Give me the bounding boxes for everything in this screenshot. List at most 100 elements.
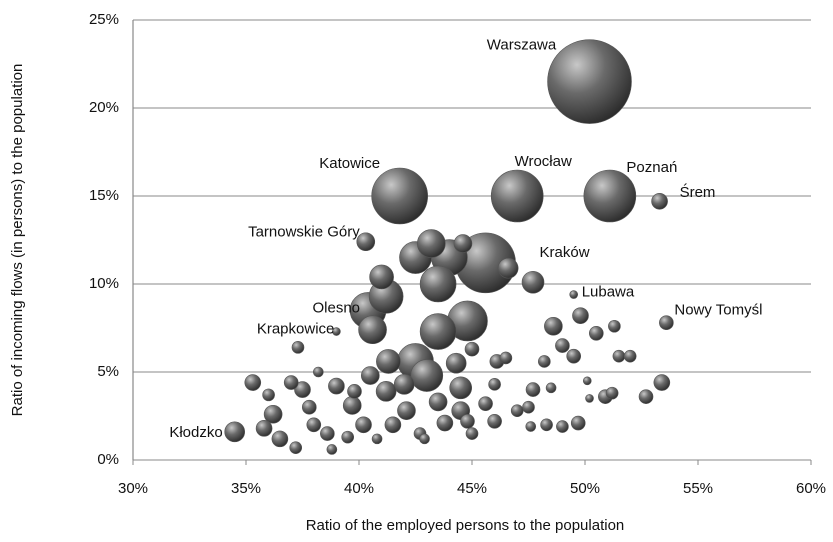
bubble <box>294 381 311 398</box>
bubble-label: Lubawa <box>582 284 635 301</box>
bubble-label: Wrocław <box>515 153 572 170</box>
bubble <box>453 234 473 253</box>
bubble <box>445 352 467 374</box>
bubble-label: Śrem <box>680 183 716 201</box>
bubble-label: Poznań <box>626 159 677 176</box>
bubble <box>545 382 557 394</box>
bubble <box>510 404 524 418</box>
bubble <box>360 366 380 385</box>
bubble <box>588 325 604 341</box>
bubble <box>605 386 619 400</box>
x-tick-label: 50% <box>570 480 600 497</box>
bubble <box>570 415 586 431</box>
x-tick-label: 60% <box>796 480 826 497</box>
bubble <box>540 418 553 432</box>
bubble-label: Tarnowskie Góry <box>248 224 360 241</box>
bubble <box>653 374 671 391</box>
bubble-label: Nowy Tomyśl <box>674 302 762 319</box>
bubble <box>556 420 569 433</box>
bubble <box>487 413 502 429</box>
bubble <box>397 401 416 421</box>
bubble <box>525 382 541 397</box>
x-tick-label: 40% <box>344 480 374 497</box>
y-tick-label: 20% <box>89 99 119 116</box>
bubble <box>478 396 493 411</box>
bubble-label: Katowice <box>319 155 380 172</box>
bubble <box>371 167 428 225</box>
bubble-label: Krapkowice <box>257 320 335 337</box>
y-tick-label: 15% <box>89 187 119 204</box>
bubble <box>355 416 372 434</box>
y-tick-label: 25% <box>89 11 119 28</box>
bubble <box>371 433 383 445</box>
bubble <box>306 417 322 433</box>
x-axis-title: Ratio of the employed persons to the pop… <box>306 517 625 534</box>
bubble <box>428 392 448 412</box>
y-axis-title: Ratio of incoming flows (in persons) to … <box>9 64 26 417</box>
bubble <box>263 404 283 424</box>
bubble <box>419 433 430 445</box>
bubble <box>449 376 473 400</box>
x-tick-label: 55% <box>683 480 713 497</box>
bubble <box>612 349 626 363</box>
bubble <box>419 265 457 303</box>
bubble <box>569 290 579 299</box>
bubble <box>522 400 535 414</box>
bubble <box>291 341 305 354</box>
bubble <box>608 319 621 333</box>
y-tick-label: 5% <box>97 363 119 380</box>
bubble <box>488 378 501 391</box>
x-tick-label: 45% <box>457 480 487 497</box>
bubble <box>313 366 324 378</box>
bubble <box>301 399 317 415</box>
bubble <box>224 421 245 443</box>
bubble <box>244 374 262 391</box>
bubble <box>572 307 589 324</box>
bubble <box>320 426 335 441</box>
bubble <box>342 396 362 415</box>
bubble <box>585 394 594 403</box>
bubble <box>638 389 654 404</box>
bubble-label: Olesno <box>313 299 361 316</box>
bubble <box>369 264 394 290</box>
bubble <box>376 349 401 374</box>
bubble <box>460 413 475 429</box>
bubble <box>555 338 570 353</box>
bubble <box>283 375 299 390</box>
bubble <box>375 381 397 402</box>
bubble <box>525 421 537 432</box>
bubble <box>464 341 480 357</box>
bubble <box>583 169 637 223</box>
bubble <box>326 444 338 455</box>
bubble <box>358 315 387 345</box>
bubble <box>289 441 303 454</box>
bubble <box>659 315 674 331</box>
bubble <box>538 355 551 368</box>
bubble <box>341 430 355 444</box>
bubble-label: Kłodzko <box>169 424 222 441</box>
bubble <box>255 420 273 437</box>
x-tick-label: 30% <box>118 480 148 497</box>
bubble <box>547 39 632 124</box>
bubble <box>332 327 341 336</box>
bubble <box>499 351 513 365</box>
bubble <box>393 374 415 395</box>
bubble <box>328 377 345 395</box>
bubble-label: Warszawa <box>487 37 557 54</box>
bubble <box>356 232 376 252</box>
bubble <box>497 257 519 279</box>
bubble <box>262 388 275 402</box>
bubble-label: Kraków <box>540 244 590 261</box>
bubble <box>651 192 668 210</box>
bubble <box>582 376 592 386</box>
bubble <box>417 229 446 258</box>
y-tick-label: 10% <box>89 275 119 292</box>
bubble <box>419 313 457 350</box>
y-tick-label: 0% <box>97 451 119 468</box>
bubble <box>436 414 454 432</box>
bubble <box>465 427 479 440</box>
bubble <box>521 270 545 294</box>
bubble <box>566 348 582 364</box>
bubble <box>544 316 563 336</box>
